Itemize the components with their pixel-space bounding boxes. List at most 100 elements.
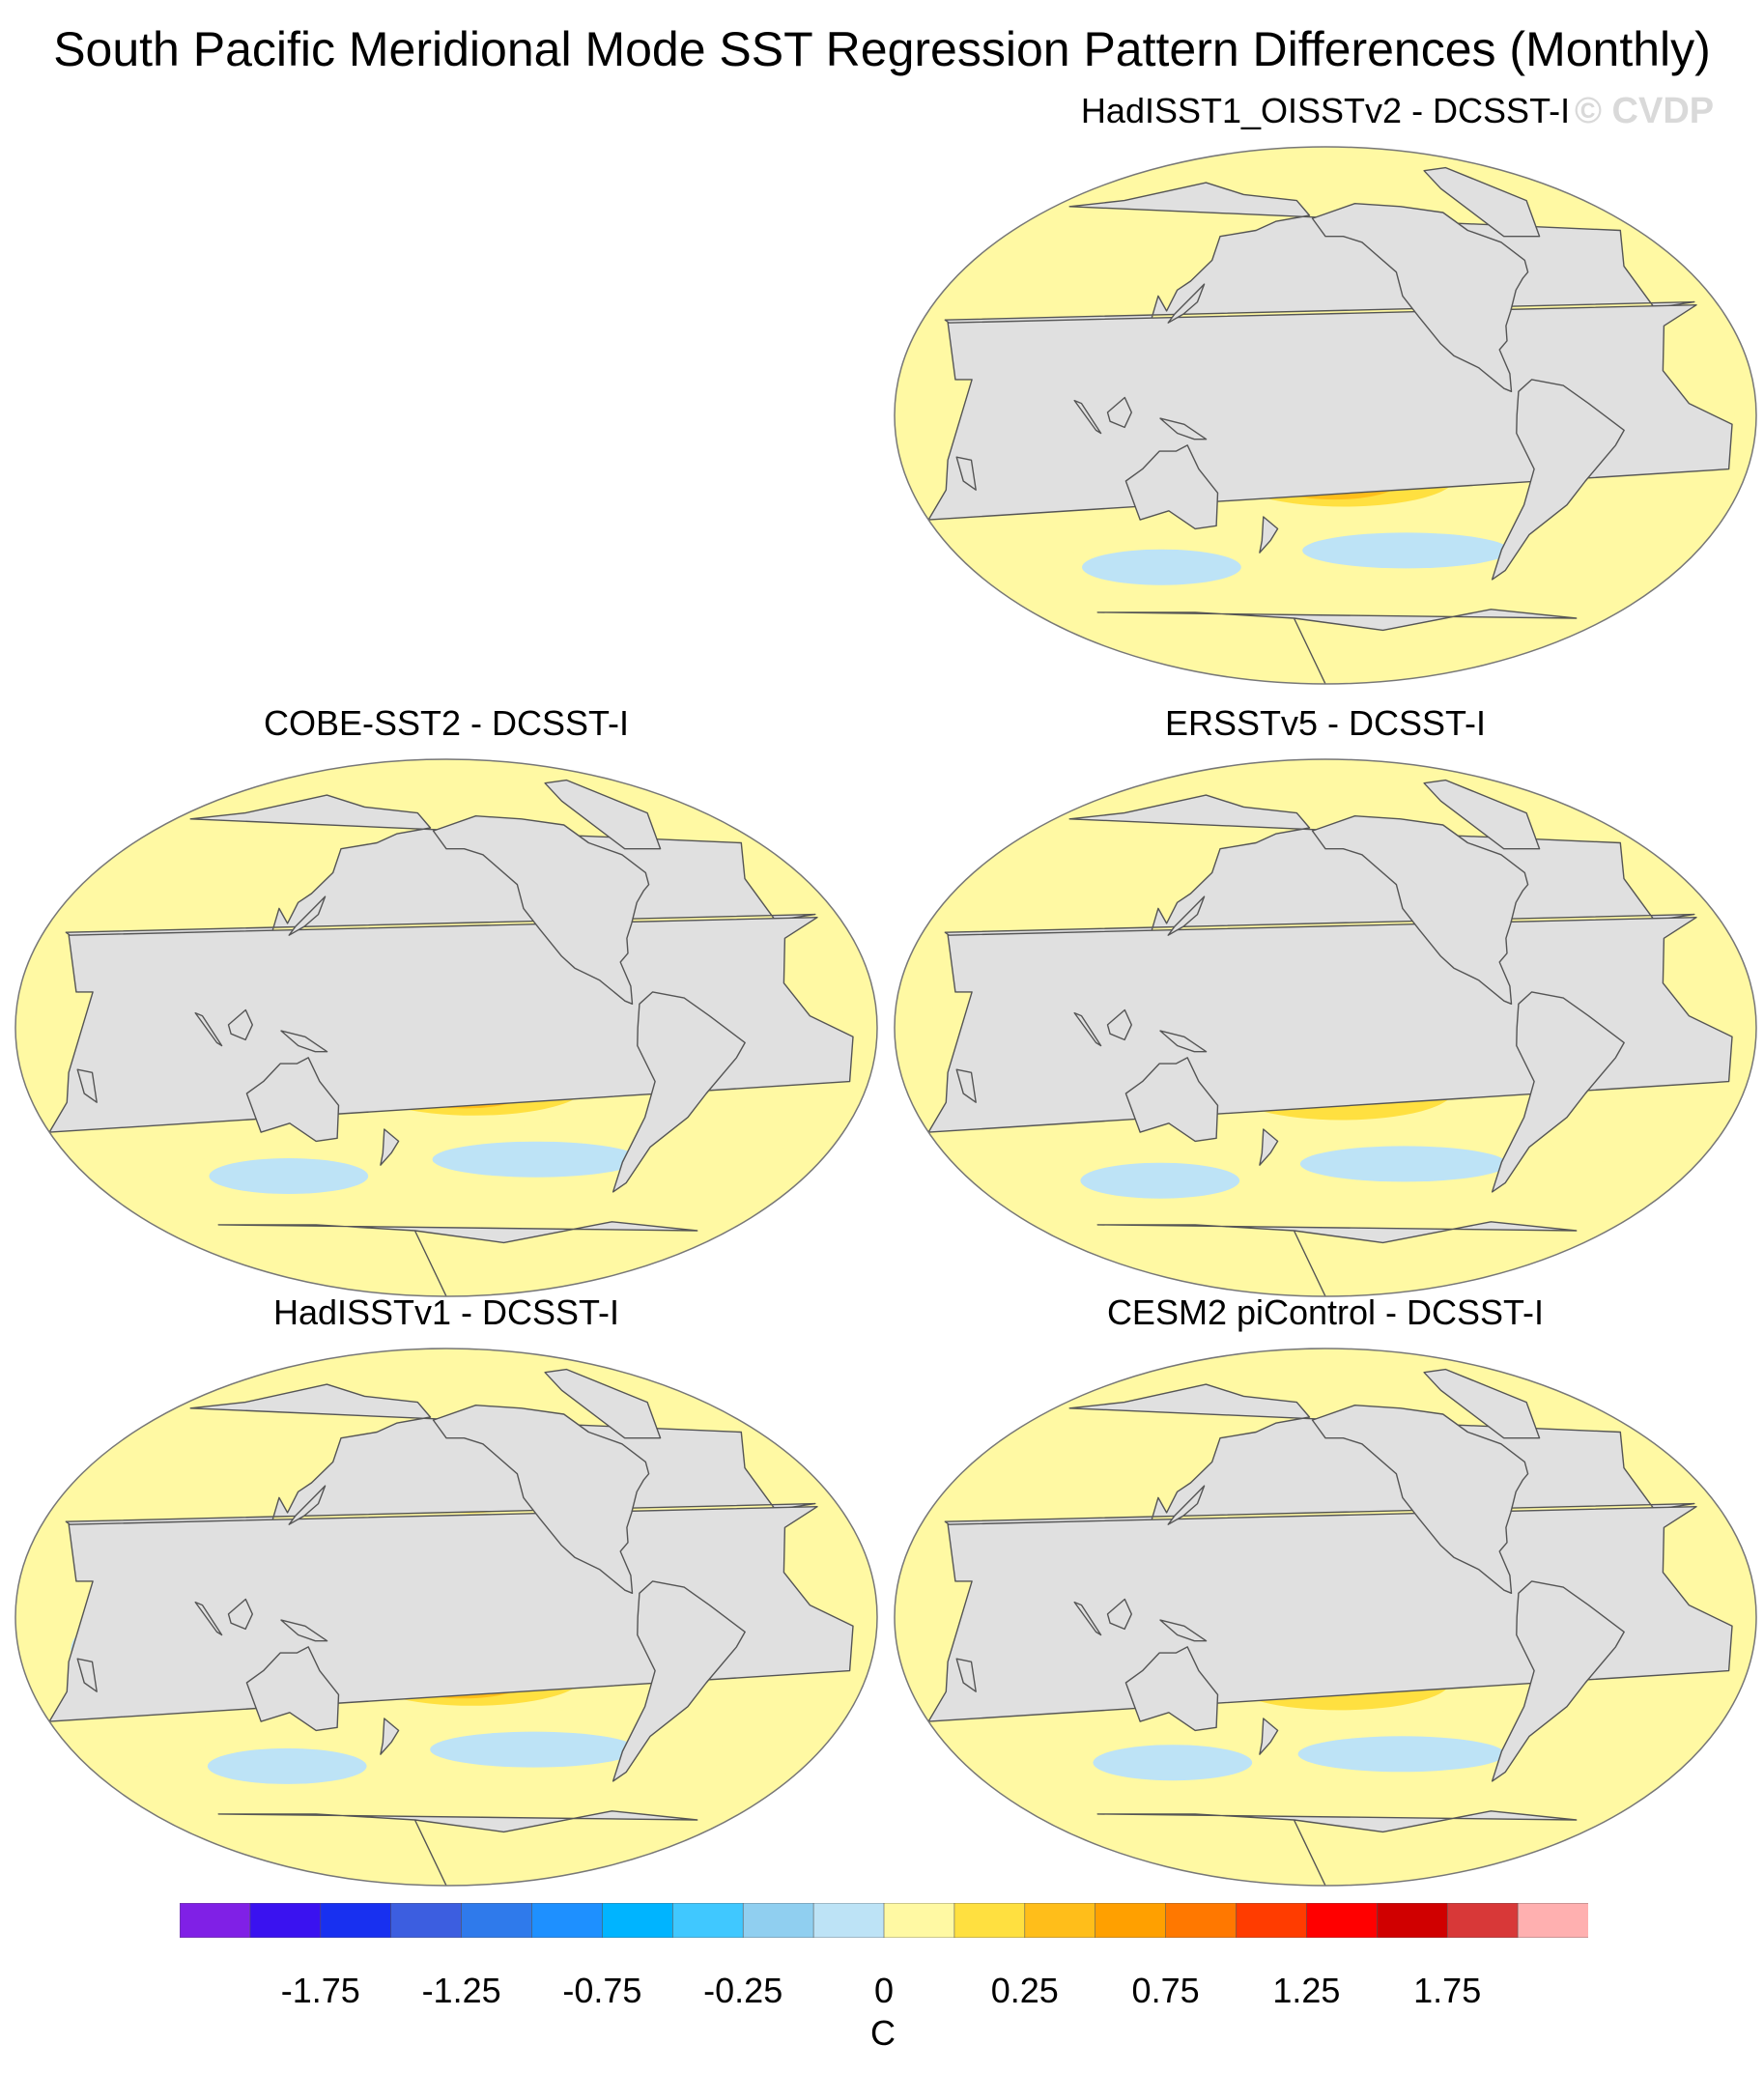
- sst-anomaly-region: [432, 1141, 640, 1178]
- colorbar-tick-label: 1.25: [1272, 1971, 1341, 2010]
- new-guinea-landmass: [1159, 1030, 1208, 1053]
- colorbar-tick-label: 0.75: [1131, 1971, 1200, 2010]
- new-zealand-landmass: [1259, 516, 1279, 554]
- colorbar-swatch: [1377, 1903, 1449, 1938]
- madagascar-landmass: [955, 456, 977, 491]
- australia-landmass: [1124, 1646, 1219, 1732]
- south-america-landmass: [612, 991, 746, 1193]
- africa-landmass: [927, 304, 1733, 521]
- colorbar-swatch: [1446, 1903, 1519, 1938]
- north-america-landmass: [1311, 203, 1529, 392]
- south-america-landmass: [1491, 991, 1625, 1193]
- japan-landmass: [1167, 283, 1206, 324]
- colorbar-swatch: [320, 1903, 392, 1938]
- colorbar-tick-label: 0: [873, 1971, 895, 2010]
- colorbar-swatch: [671, 1903, 744, 1938]
- colorbar-tick-label: -1.75: [280, 1971, 360, 2010]
- map-border: [894, 758, 1757, 1297]
- figure-title: South Pacific Meridional Mode SST Regres…: [53, 22, 1711, 76]
- sumatra-landmass: [1073, 1011, 1102, 1047]
- madagascar-landmass: [955, 1068, 977, 1103]
- sst-anomaly-region: [207, 1747, 367, 1784]
- greenland-landmass: [1423, 1368, 1541, 1439]
- map-border: [14, 758, 878, 1297]
- colorbar-swatch: [1095, 1903, 1167, 1938]
- sst-anomaly-region: [677, 1688, 811, 1748]
- sst-anomaly-region: [1299, 1146, 1508, 1182]
- sumatra-landmass: [1073, 399, 1102, 435]
- sst-anomaly-region: [656, 1105, 789, 1166]
- panel-title: COBE-SST2 - DCSST-I: [263, 703, 630, 743]
- colorbar-tick-label: -0.75: [562, 1971, 642, 2010]
- colorbar-swatches: [180, 1903, 1588, 1938]
- sst-anomaly-region: [1543, 1692, 1676, 1752]
- map-border: [894, 1348, 1757, 1887]
- north-america-landmass: [1311, 815, 1529, 1005]
- antarctica-landmass: [1096, 609, 1578, 684]
- colorbar-swatch: [461, 1903, 533, 1938]
- sst-anomaly-region: [1297, 1736, 1506, 1773]
- borneo-landmass: [1106, 1008, 1132, 1041]
- new-guinea-landmass: [1159, 417, 1208, 440]
- north-america-landmass: [432, 1405, 650, 1594]
- sst-anomaly-region: [1546, 1102, 1679, 1162]
- borneo-landmass: [1106, 396, 1132, 429]
- north-america-landmass: [1311, 1405, 1529, 1594]
- cvdp-watermark: © CVDP: [1575, 91, 1715, 131]
- new-guinea-landmass: [1159, 1619, 1208, 1642]
- colorbar-swatch: [1517, 1903, 1588, 1938]
- colorbar-swatch: [180, 1903, 251, 1938]
- sst-anomaly-region: [1093, 1745, 1253, 1781]
- sst-anomaly-region: [1549, 489, 1681, 550]
- borneo-landmass: [1106, 1598, 1132, 1631]
- south-america-landmass: [612, 1580, 746, 1782]
- colorbar-swatch: [602, 1903, 674, 1938]
- colorbar-swatch: [1236, 1903, 1308, 1938]
- colorbar-swatch: [1024, 1903, 1096, 1938]
- colorbar-swatch: [249, 1903, 322, 1938]
- colorbar: [180, 1903, 1588, 1938]
- colorbar-swatch: [1165, 1903, 1238, 1938]
- map-panel-cesm2-picontrol: CESM2 piControl - DCSST-I: [893, 1292, 1758, 1888]
- new-zealand-landmass: [380, 1718, 400, 1755]
- panel-title: HadISST1_OISSTv2 - DCSST-I: [1080, 91, 1571, 130]
- sst-anomaly-region: [1082, 549, 1241, 585]
- colorbar-units: C: [870, 2013, 896, 2053]
- madagascar-landmass: [955, 1658, 977, 1692]
- antarctica-landmass: [1096, 1810, 1578, 1886]
- greenland-landmass: [1423, 779, 1541, 850]
- sumatra-landmass: [1073, 1601, 1102, 1636]
- australia-landmass: [245, 1057, 340, 1143]
- new-guinea-landmass: [280, 1619, 328, 1642]
- japan-landmass: [288, 895, 327, 936]
- australia-landmass: [1124, 444, 1219, 530]
- north-america-landmass: [432, 815, 650, 1005]
- map-panel-cobe-sst2: COBE-SST2 - DCSST-I: [14, 703, 879, 1298]
- colorbar-swatch: [953, 1903, 1026, 1938]
- sst-anomaly-region: [1080, 1162, 1240, 1199]
- map-border: [894, 146, 1757, 685]
- south-america-landmass: [1491, 1580, 1625, 1782]
- new-zealand-landmass: [1259, 1718, 1279, 1755]
- sst-anomaly-region: [1302, 532, 1510, 569]
- colorbar-tick-label: -1.25: [421, 1971, 501, 2010]
- colorbar-swatch: [883, 1903, 955, 1938]
- colorbar-swatch: [390, 1903, 463, 1938]
- panel-title: HadISSTv1 - DCSST-I: [272, 1292, 620, 1332]
- colorbar-swatch: [1306, 1903, 1379, 1938]
- sst-map: [894, 758, 1757, 1297]
- panel-title: CESM2 piControl - DCSST-I: [1106, 1292, 1545, 1332]
- madagascar-landmass: [76, 1658, 98, 1692]
- map-panel-hadisst1-oisstv2: HadISST1_OISSTv2 - DCSST-I: [893, 91, 1758, 686]
- africa-landmass: [927, 917, 1733, 1133]
- greenland-landmass: [544, 1368, 662, 1439]
- map-panel-ersstv5: ERSSTv5 - DCSST-I: [893, 703, 1758, 1298]
- colorbar-tick-label: -0.25: [703, 1971, 783, 2010]
- sst-map: [14, 1348, 878, 1887]
- greenland-landmass: [1423, 166, 1541, 238]
- new-guinea-landmass: [280, 1030, 328, 1053]
- colorbar-swatch: [812, 1903, 885, 1938]
- colorbar-tick-label: 1.75: [1413, 1971, 1482, 2010]
- borneo-landmass: [227, 1008, 253, 1041]
- new-zealand-landmass: [380, 1128, 400, 1166]
